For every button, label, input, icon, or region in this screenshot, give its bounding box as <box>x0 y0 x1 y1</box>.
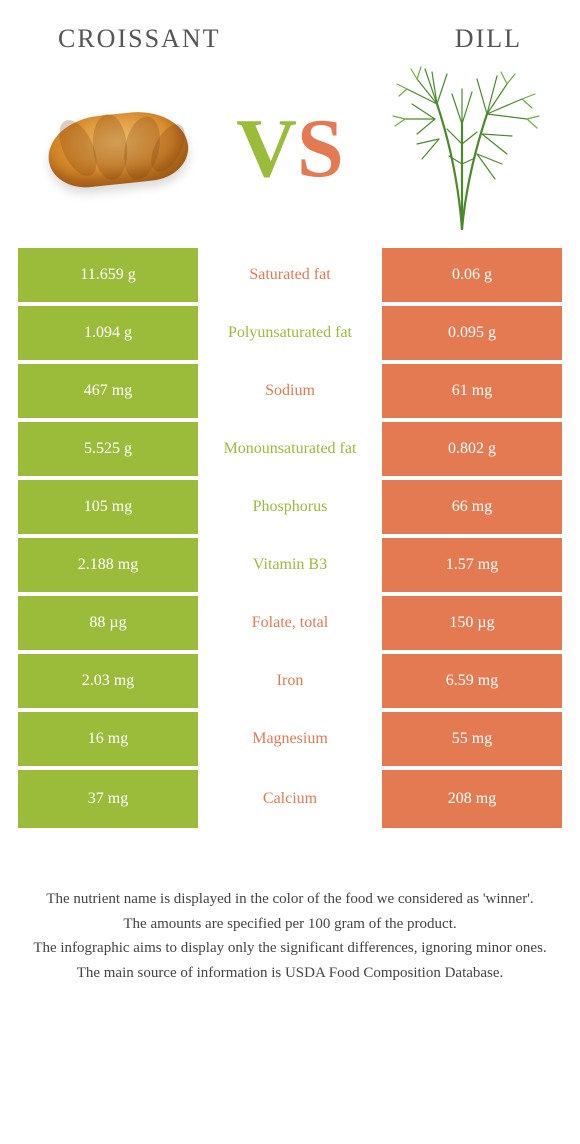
right-value-cell: 66 mg <box>382 480 562 534</box>
table-row: 88 µgFolate, total150 µg <box>18 596 562 654</box>
note-line: The amounts are specified per 100 gram o… <box>24 913 556 936</box>
vs-s-letter: S <box>297 107 344 191</box>
table-row: 105 mgPhosphorus66 mg <box>18 480 562 538</box>
dill-icon <box>377 64 547 234</box>
croissant-image <box>28 74 208 224</box>
table-row: 2.03 mgIron6.59 mg <box>18 654 562 712</box>
nutrient-label: Sodium <box>198 364 382 418</box>
table-row: 5.525 gMonounsaturated fat0.802 g <box>18 422 562 480</box>
note-line: The main source of information is USDA F… <box>24 962 556 985</box>
images-row: VS <box>18 64 562 248</box>
left-food-title: Croissant <box>58 24 220 54</box>
left-value-cell: 467 mg <box>18 364 198 418</box>
left-value-cell: 2.188 mg <box>18 538 198 592</box>
table-row: 2.188 mgVitamin B31.57 mg <box>18 538 562 596</box>
table-row: 467 mgSodium61 mg <box>18 364 562 422</box>
header-row: Croissant Dill <box>18 24 562 64</box>
left-value-cell: 16 mg <box>18 712 198 766</box>
dill-image <box>372 74 552 224</box>
croissant-icon <box>43 104 193 194</box>
vs-label: VS <box>236 107 343 191</box>
vs-v-letter: V <box>236 107 297 191</box>
nutrient-label: Phosphorus <box>198 480 382 534</box>
table-row: 1.094 gPolyunsaturated fat0.095 g <box>18 306 562 364</box>
nutrient-label: Folate, total <box>198 596 382 650</box>
table-row: 37 mgCalcium208 mg <box>18 770 562 828</box>
notes-block: The nutrient name is displayed in the co… <box>18 888 562 984</box>
table-row: 16 mgMagnesium55 mg <box>18 712 562 770</box>
comparison-table: 11.659 gSaturated fat0.06 g1.094 gPolyun… <box>18 248 562 828</box>
right-value-cell: 1.57 mg <box>382 538 562 592</box>
right-value-cell: 208 mg <box>382 770 562 828</box>
right-value-cell: 6.59 mg <box>382 654 562 708</box>
left-value-cell: 2.03 mg <box>18 654 198 708</box>
nutrient-label: Polyunsaturated fat <box>198 306 382 360</box>
note-line: The infographic aims to display only the… <box>24 937 556 960</box>
nutrient-label: Monounsaturated fat <box>198 422 382 476</box>
left-value-cell: 105 mg <box>18 480 198 534</box>
nutrient-label: Saturated fat <box>198 248 382 302</box>
nutrient-label: Calcium <box>198 770 382 828</box>
left-value-cell: 11.659 g <box>18 248 198 302</box>
nutrient-label: Magnesium <box>198 712 382 766</box>
right-value-cell: 61 mg <box>382 364 562 418</box>
right-value-cell: 55 mg <box>382 712 562 766</box>
right-value-cell: 150 µg <box>382 596 562 650</box>
infographic-container: Croissant Dill VS <box>0 0 580 1144</box>
left-value-cell: 88 µg <box>18 596 198 650</box>
nutrient-label: Vitamin B3 <box>198 538 382 592</box>
left-value-cell: 1.094 g <box>18 306 198 360</box>
table-row: 11.659 gSaturated fat0.06 g <box>18 248 562 306</box>
nutrient-label: Iron <box>198 654 382 708</box>
right-food-title: Dill <box>455 24 522 54</box>
right-value-cell: 0.06 g <box>382 248 562 302</box>
left-value-cell: 37 mg <box>18 770 198 828</box>
left-value-cell: 5.525 g <box>18 422 198 476</box>
right-value-cell: 0.095 g <box>382 306 562 360</box>
right-value-cell: 0.802 g <box>382 422 562 476</box>
note-line: The nutrient name is displayed in the co… <box>24 888 556 911</box>
